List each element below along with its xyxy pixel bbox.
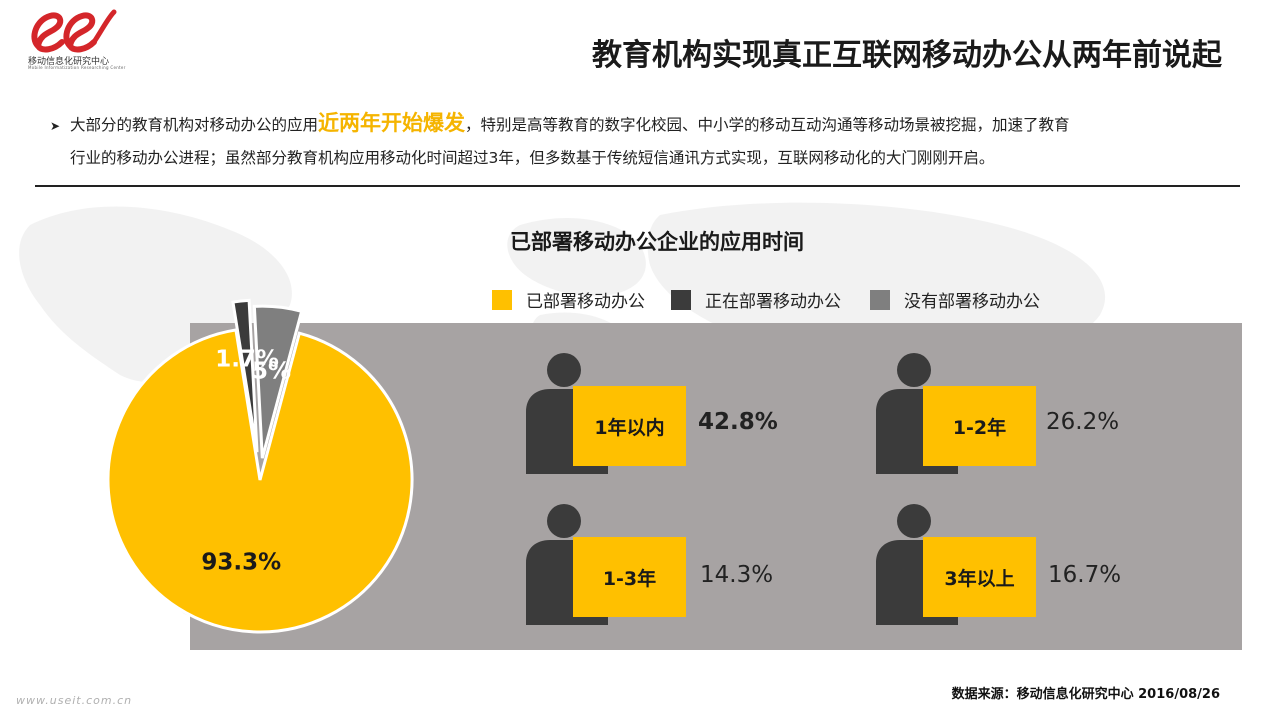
duration-value: 42.8% — [698, 409, 778, 435]
duration-label: 3年以上 — [923, 537, 1036, 617]
intro-text-part1: 大部分的教育机构对移动办公的应用 — [70, 116, 319, 134]
pie-slice-deployed — [106, 328, 414, 634]
duration-card-1-2-years: 1-2年 — [876, 352, 1046, 482]
bullet-arrow-icon: ➤ — [50, 119, 61, 133]
intro-highlight: 近两年开始爆发 — [318, 111, 466, 135]
logo-chinese-name: 移动信息化研究中心 — [28, 57, 110, 67]
intro-text-part2: ，特别是高等教育的数字化校园、中小学的移动互动沟通等移动场景被挖掘，加速了教育 — [465, 116, 1070, 134]
legend-label-not-deployed: 没有部署移动办公 — [904, 292, 1040, 312]
intro-paragraph: ➤ 大部分的教育机构对移动办公的应用近两年开始爆发，特别是高等教育的数字化校园、中… — [50, 107, 1230, 174]
duration-value: 14.3% — [700, 562, 774, 588]
legend-swatch-dark — [671, 289, 691, 310]
header-divider — [35, 185, 1240, 187]
data-source-note: 数据来源：移动信息化研究中心 2016/08/26 — [951, 687, 1220, 702]
duration-label: 1-2年 — [923, 386, 1036, 466]
duration-card-1-3-years: 1-3年 — [526, 503, 696, 633]
page-title: 教育机构实现真正互联网移动办公从两年前说起 — [592, 38, 1222, 73]
pie-slice-not-deployed — [252, 304, 304, 459]
legend-label-deployed: 已部署移动办公 — [526, 292, 645, 312]
logo-english-name: Mobile Informatization Researching Cente… — [28, 65, 126, 70]
legend-swatch-gray — [870, 289, 890, 310]
legend-item-not-deployed: 没有部署移动办公 — [870, 287, 1040, 312]
website-watermark: www.useit.com.cn — [16, 694, 133, 707]
pie-slice-deploying — [231, 298, 259, 453]
duration-label: 1-3年 — [573, 537, 686, 617]
intro-text-line2: 行业的移动办公进程；虽然部分教育机构应用移动化时间超过3年，但多数基于传统短信通… — [70, 149, 995, 167]
legend-label-deploying: 正在部署移动办公 — [705, 292, 841, 312]
legend-item-deploying: 正在部署移动办公 — [671, 287, 841, 312]
legend-swatch-yellow — [492, 289, 512, 310]
logo-ee-mark-icon — [31, 9, 117, 53]
duration-value: 16.7% — [1048, 562, 1122, 588]
duration-label: 1年以内 — [573, 386, 686, 466]
brand-logo: 移动信息化研究中心 Mobile Informatization Researc… — [24, 8, 134, 70]
duration-card-over-3-years: 3年以上 — [876, 503, 1046, 633]
duration-value: 26.2% — [1046, 409, 1120, 435]
chart-title: 已部署移动办公企业的应用时间 — [510, 230, 804, 254]
legend-item-deployed: 已部署移动办公 — [492, 287, 645, 312]
duration-card-within-1-year: 1年以内 — [526, 352, 696, 482]
